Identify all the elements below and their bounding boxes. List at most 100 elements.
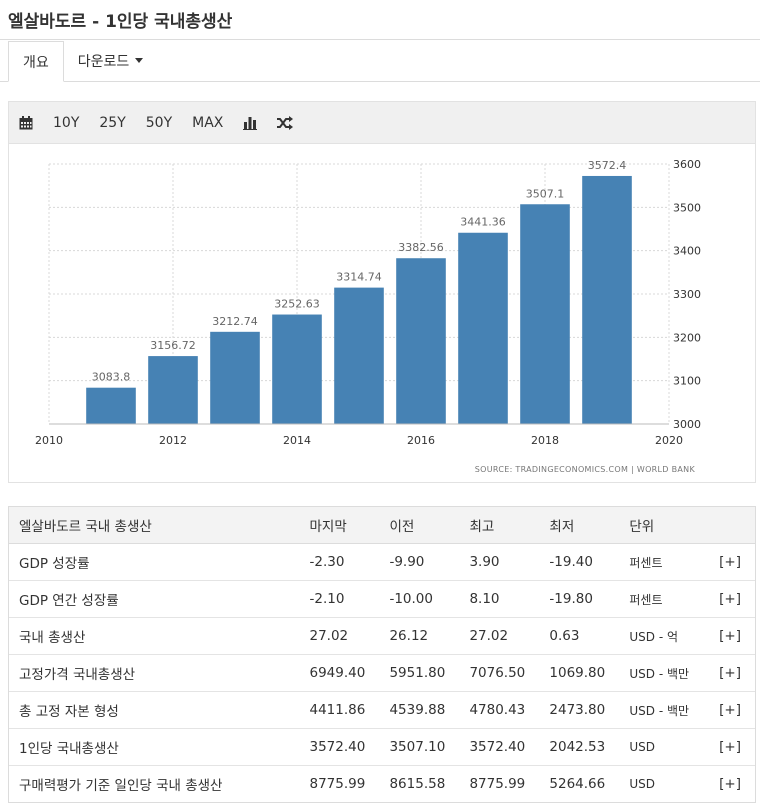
data-label: 3441.36 xyxy=(460,216,506,229)
x-tick-label: 2020 xyxy=(655,434,683,447)
y-tick-label: 3500 xyxy=(673,201,701,214)
expand-link[interactable]: [+] xyxy=(709,580,755,618)
cell-high: 4780.43 xyxy=(459,691,540,729)
expand-link[interactable]: [+] xyxy=(709,543,755,581)
data-label: 3314.74 xyxy=(336,271,382,284)
col-header-high: 최고 xyxy=(459,507,540,544)
cell-prev: 8615.58 xyxy=(379,765,460,802)
cell-last: -2.30 xyxy=(299,543,380,581)
y-tick-label: 3000 xyxy=(673,418,701,431)
cell-high: 27.02 xyxy=(459,617,540,655)
expand-link[interactable]: [+] xyxy=(709,654,755,692)
cell-low: -19.80 xyxy=(539,580,620,618)
tab-download-label: 다운로드 xyxy=(77,53,130,70)
range-max-button[interactable]: MAX xyxy=(192,114,224,131)
bar-2013 xyxy=(210,331,260,424)
bar-2016 xyxy=(396,258,446,424)
chart-toolbar: 10Y 25Y 50Y MAX xyxy=(9,102,755,144)
calendar-icon[interactable] xyxy=(19,115,33,130)
cell-high: 8775.99 xyxy=(459,765,540,802)
cell-name: 고정가격 국내총생산 xyxy=(9,654,300,692)
expand-link[interactable]: [+] xyxy=(709,728,755,766)
cell-high: 3.90 xyxy=(459,543,540,581)
cell-prev: 4539.88 xyxy=(379,691,460,729)
expand-link[interactable]: [+] xyxy=(709,765,755,802)
cell-name: GDP 연간 성장률 xyxy=(9,580,300,618)
source-caption: SOURCE: TRADINGECONOMICS.COM | WORLD BAN… xyxy=(475,465,696,474)
shuffle-icon[interactable] xyxy=(277,115,294,130)
data-label: 3156.72 xyxy=(150,339,196,352)
cell-unit: USD - 억 xyxy=(619,617,710,655)
tab-overview-label: 개요 xyxy=(23,54,49,71)
col-header-more xyxy=(709,507,755,544)
cell-low: 2473.80 xyxy=(539,691,620,729)
cell-high: 8.10 xyxy=(459,580,540,618)
range-10y-button[interactable]: 10Y xyxy=(53,114,80,131)
cell-prev: -10.00 xyxy=(379,580,460,618)
expand-link[interactable]: [+] xyxy=(709,691,755,729)
range-25y-button[interactable]: 25Y xyxy=(99,114,126,131)
cell-last: 6949.40 xyxy=(299,654,380,692)
table-header-row: 엘살바도르 국내 총생산 마지막 이전 최고 최저 단위 xyxy=(9,507,755,544)
cell-prev: 5951.80 xyxy=(379,654,460,692)
cell-last: 27.02 xyxy=(299,617,380,655)
data-label: 3507.1 xyxy=(526,187,565,200)
range-50y-button[interactable]: 50Y xyxy=(145,114,173,131)
col-header-unit: 단위 xyxy=(619,507,710,544)
tab-download[interactable]: 다운로드 xyxy=(64,40,158,81)
table-row: GDP 연간 성장률 -2.10 -10.00 8.10 -19.80 퍼센트 [+] xyxy=(9,580,755,618)
cell-low: -19.40 xyxy=(539,543,620,581)
cell-name: 1인당 국내총생산 xyxy=(9,728,300,766)
cell-name: 구매력평가 기준 일인당 국내 총생산 xyxy=(9,765,300,802)
cell-name: 총 고정 자본 형성 xyxy=(9,691,300,729)
indicator-table: 엘살바도르 국내 총생산 마지막 이전 최고 최저 단위 GDP 성장률 -2.3… xyxy=(8,506,756,803)
y-tick-label: 3200 xyxy=(673,331,701,344)
data-label: 3382.56 xyxy=(398,241,444,254)
chart-area: 3083.8 3156.72 3212.74 3252.63 3314.74 3382.5… xyxy=(9,144,755,482)
cell-high: 3572.40 xyxy=(459,728,540,766)
data-label: 3572.4 xyxy=(588,159,627,172)
data-label: 3252.63 xyxy=(274,298,320,311)
x-tick-label: 2010 xyxy=(35,434,63,447)
bar-chart: 3083.8 3156.72 3212.74 3252.63 3314.74 3382.5… xyxy=(35,158,701,474)
y-tick-label: 3600 xyxy=(673,158,701,171)
bar-2019 xyxy=(582,175,632,424)
bar-2017 xyxy=(458,232,508,424)
table-row: 국내 총생산 27.02 26.12 27.02 0.63 USD - 억 [+] xyxy=(9,617,755,655)
cell-low: 2042.53 xyxy=(539,728,620,766)
bar-2015 xyxy=(334,287,384,424)
x-tick-label: 2016 xyxy=(407,434,435,447)
y-tick-label: 3300 xyxy=(673,288,701,301)
col-header-low: 최저 xyxy=(539,507,620,544)
tab-bar: 개요 다운로드 xyxy=(0,40,760,82)
bar-chart-icon[interactable] xyxy=(243,116,258,130)
col-header-name: 엘살바도르 국내 총생산 xyxy=(9,507,300,544)
col-header-prev: 이전 xyxy=(379,507,460,544)
cell-unit: USD - 백만 xyxy=(619,691,710,729)
cell-last: -2.10 xyxy=(299,580,380,618)
cell-unit: USD xyxy=(619,765,710,802)
table-row: GDP 성장률 -2.30 -9.90 3.90 -19.40 퍼센트 [+] xyxy=(9,543,755,581)
table-row: 1인당 국내총생산 3572.40 3507.10 3572.40 2042.53 USD… xyxy=(9,728,755,766)
table-row: 구매력평가 기준 일인당 국내 총생산 8775.99 8615.58 8775.99… xyxy=(9,765,755,802)
tab-overview[interactable]: 개요 xyxy=(8,41,64,82)
bar-2018 xyxy=(520,204,570,424)
cell-prev: 3507.10 xyxy=(379,728,460,766)
bar-2012 xyxy=(148,356,198,424)
data-label: 3212.74 xyxy=(212,315,258,328)
cell-last: 8775.99 xyxy=(299,765,380,802)
table-row: 총 고정 자본 형성 4411.86 4539.88 4780.43 2473.80 US… xyxy=(9,691,755,729)
cell-name: GDP 성장률 xyxy=(9,543,300,581)
caret-down-icon xyxy=(135,58,144,63)
expand-link[interactable]: [+] xyxy=(709,617,755,655)
x-tick-label: 2012 xyxy=(159,434,187,447)
cell-unit: 퍼센트 xyxy=(619,543,710,581)
y-tick-label: 3100 xyxy=(673,375,701,388)
table-row: 고정가격 국내총생산 6949.40 5951.80 7076.50 1069.80 US… xyxy=(9,654,755,692)
bar-2014 xyxy=(272,314,322,424)
cell-prev: -9.90 xyxy=(379,543,460,581)
y-tick-label: 3400 xyxy=(673,245,701,258)
cell-low: 0.63 xyxy=(539,617,620,655)
bar-2011 xyxy=(86,387,136,424)
cell-name: 국내 총생산 xyxy=(9,617,300,655)
